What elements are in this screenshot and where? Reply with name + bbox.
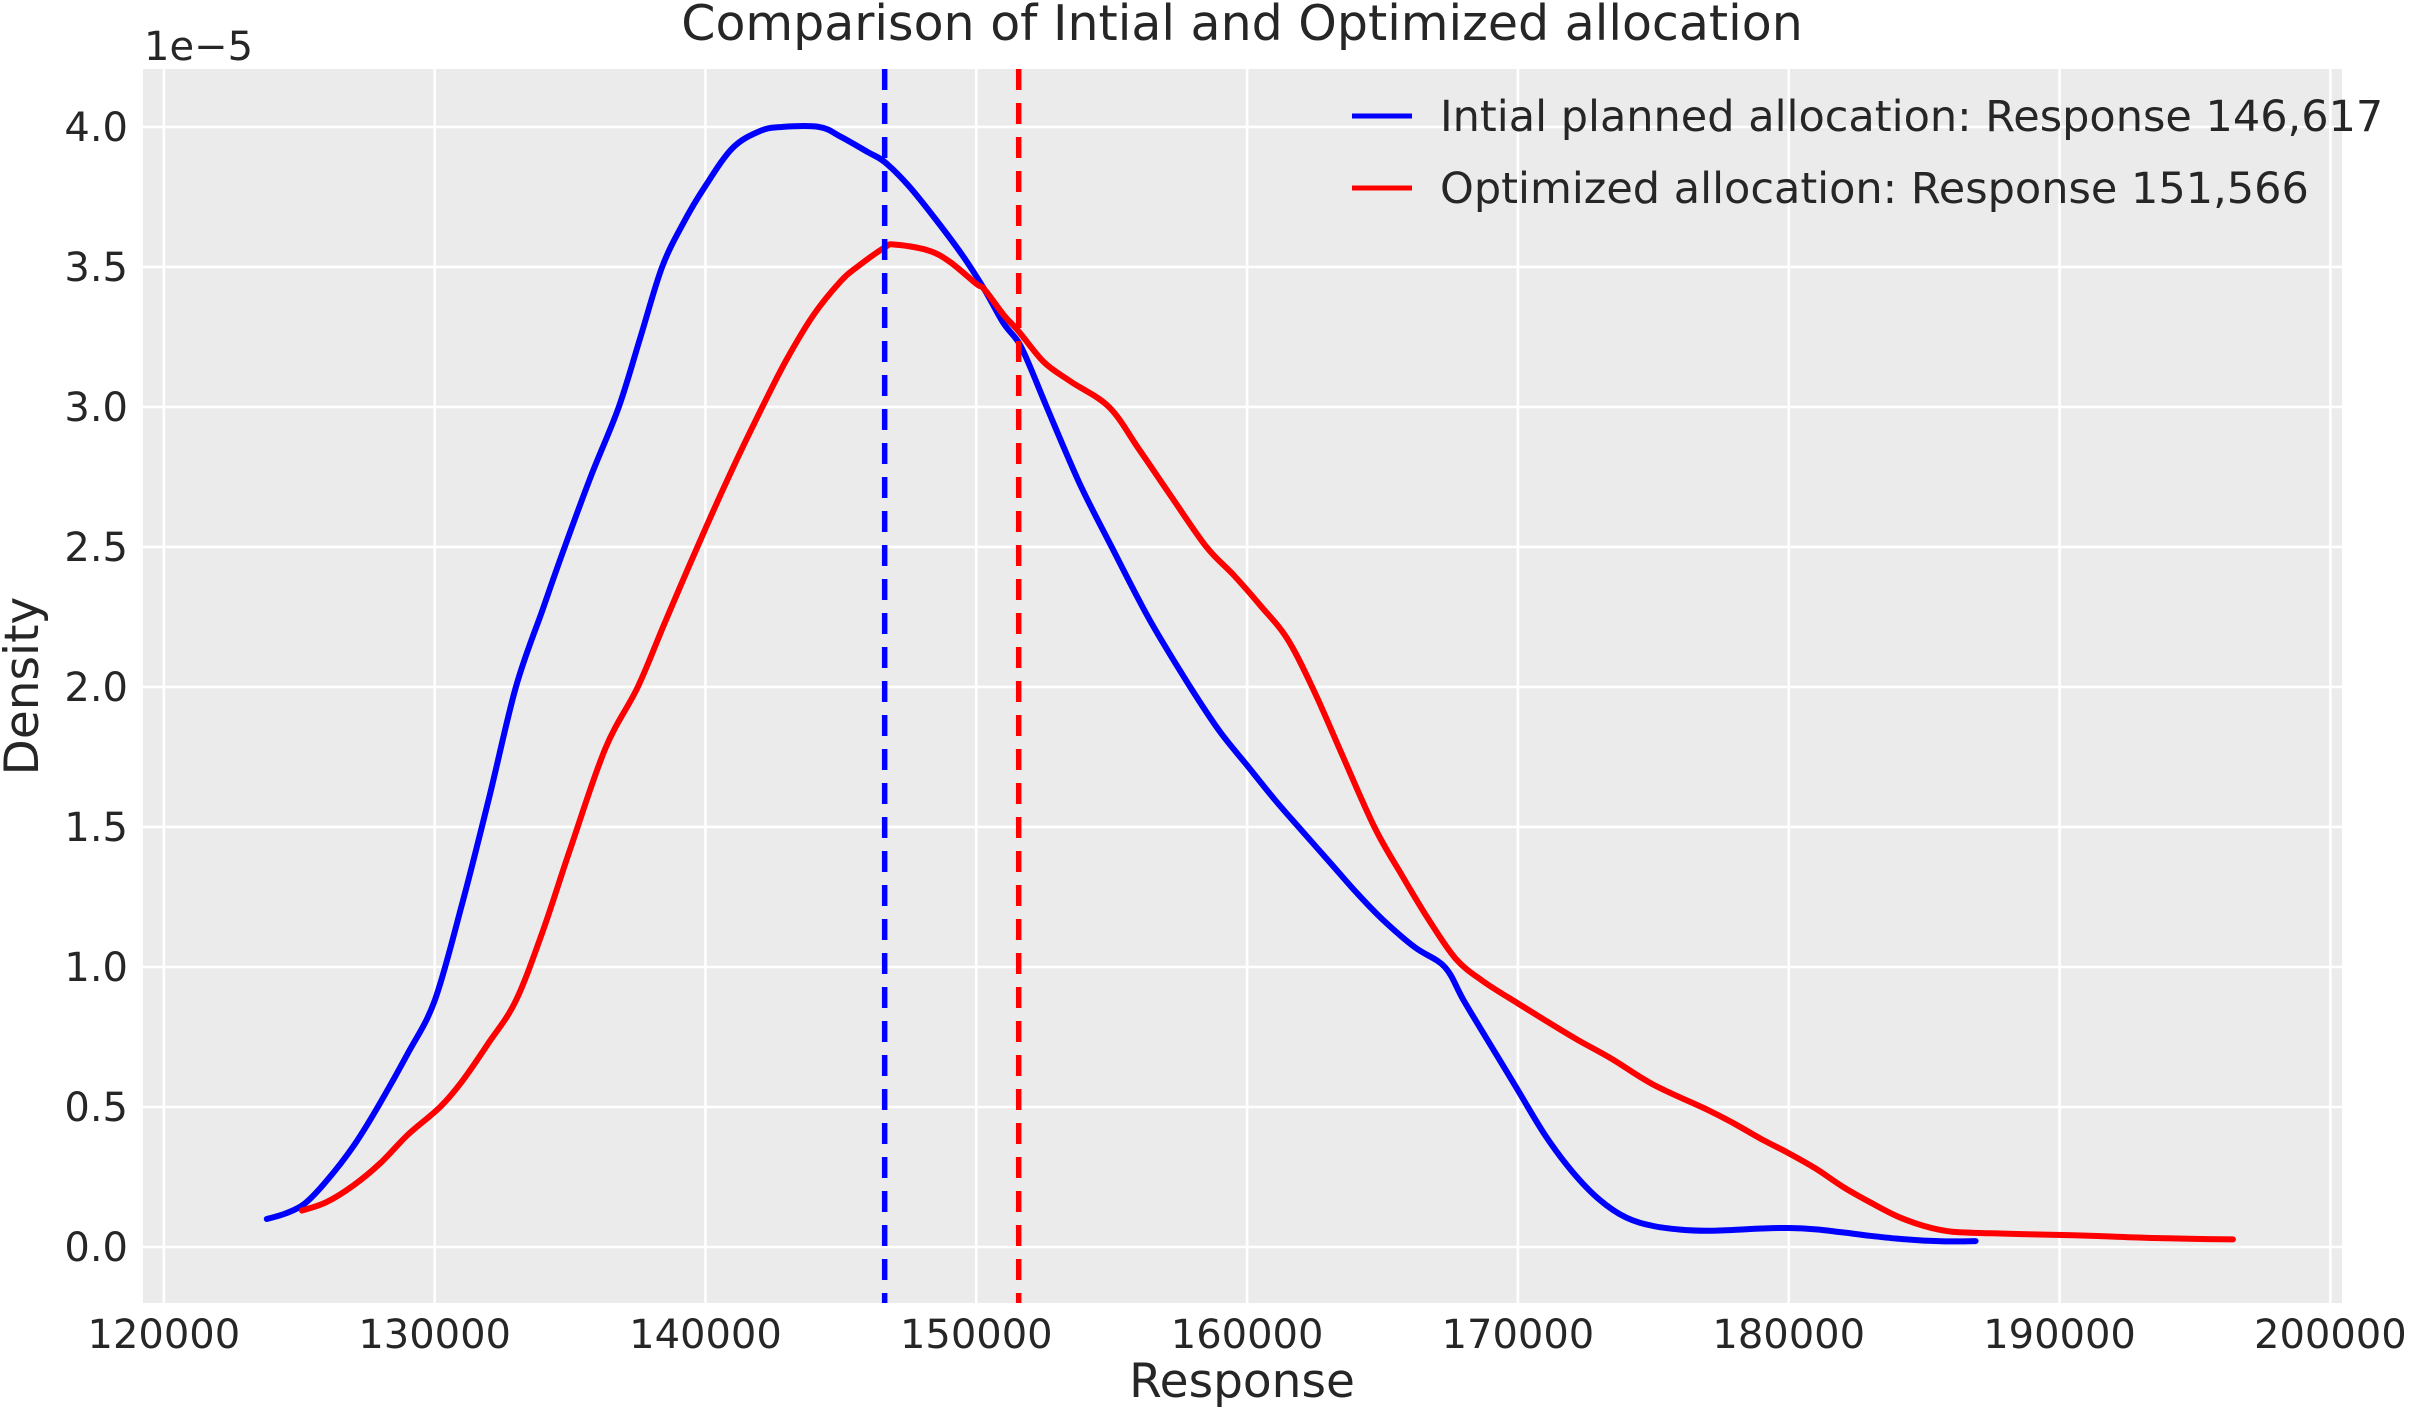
gridlines xyxy=(143,69,2342,1303)
curve-initial-planned xyxy=(263,123,1979,1245)
legend-label-initial: Intial planned allocation: Response 146,… xyxy=(1440,92,2383,142)
legend-label-optimized: Optimized allocation: Response 151,566 xyxy=(1440,164,2309,214)
x-tick-130000: 130000 xyxy=(358,1312,511,1358)
density-curves xyxy=(263,123,2236,1245)
y-tick-2.0: 2.0 xyxy=(64,665,128,711)
x-tick-180000: 180000 xyxy=(1712,1312,1865,1358)
x-tick-150000: 150000 xyxy=(900,1312,1053,1358)
x-tick-200000: 200000 xyxy=(2254,1312,2407,1358)
x-tick-170000: 170000 xyxy=(1442,1312,1595,1358)
y-tick-3.5: 3.5 xyxy=(64,245,128,291)
x-tick-160000: 160000 xyxy=(1171,1312,1324,1358)
x-tick-140000: 140000 xyxy=(629,1312,782,1358)
legend: Intial planned allocation: Response 146,… xyxy=(1352,92,2383,214)
y-tick-0.5: 0.5 xyxy=(64,1085,128,1131)
y-axis-label: Density xyxy=(0,597,50,776)
y-axis-offset-label: 1e−5 xyxy=(144,24,253,70)
curve-optimized xyxy=(299,241,2236,1243)
mean-vlines xyxy=(881,69,1022,1303)
x-tick-120000: 120000 xyxy=(88,1312,241,1358)
y-tick-labels: 0.0 0.5 1.0 1.5 2.0 2.5 3.0 3.5 4.0 xyxy=(64,105,128,1271)
x-tick-190000: 190000 xyxy=(1983,1312,2136,1358)
chart-title: Comparison of Intial and Optimized alloc… xyxy=(681,0,1803,52)
y-tick-3.0: 3.0 xyxy=(64,385,128,431)
x-axis-label: Response xyxy=(1129,1354,1355,1409)
y-tick-4.0: 4.0 xyxy=(64,105,128,151)
y-tick-0.0: 0.0 xyxy=(64,1225,128,1271)
x-tick-labels: 120000 130000 140000 150000 160000 170000 1800… xyxy=(88,1312,2407,1358)
y-tick-1.0: 1.0 xyxy=(64,945,128,991)
y-tick-1.5: 1.5 xyxy=(64,805,128,851)
y-tick-2.5: 2.5 xyxy=(64,525,128,571)
